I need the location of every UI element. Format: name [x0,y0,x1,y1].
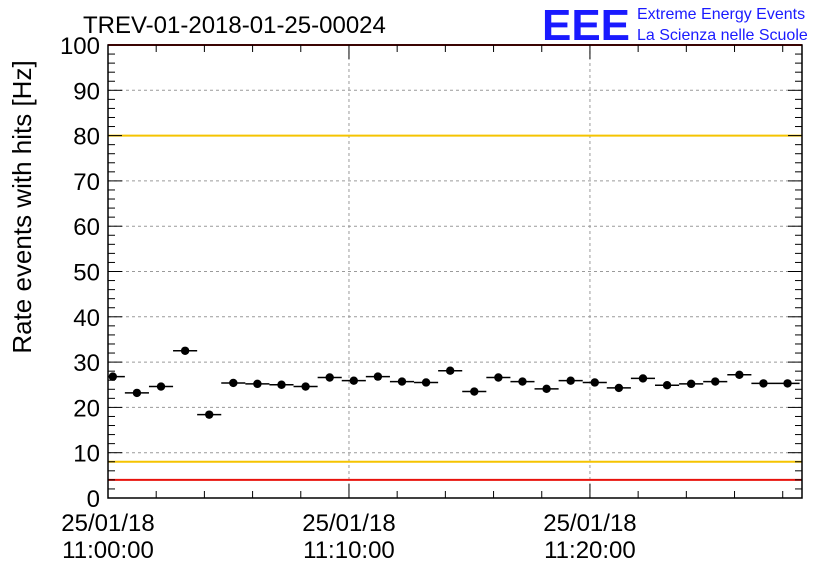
y-axis-label: Rate events with hits [Hz] [7,60,37,353]
data-point [421,378,431,387]
data-point [205,410,214,419]
y-tick-label: 60 [73,214,100,241]
data-point [494,373,503,382]
data-point [445,366,455,375]
data-point [518,377,527,386]
axes: 010203040506070809010025/01/1811:00:0025… [60,33,803,564]
data-point [662,381,672,390]
data-point [108,372,118,381]
data-point [325,373,334,382]
x-tick-label-time: 11:20:00 [544,537,636,564]
y-tick-label: 100 [60,33,100,60]
data-point [614,383,624,393]
data-point [229,378,238,388]
x-tick-label-date: 25/01/18 [302,510,395,537]
data-point [253,379,262,389]
data-point [783,379,792,388]
grid [108,45,802,498]
y-tick-label: 70 [73,169,100,196]
x-tick-label-time: 11:00:00 [62,537,154,564]
data-point [349,376,358,385]
data-point [735,370,744,379]
data-point [132,388,142,398]
y-tick-label: 90 [73,78,100,105]
data-point [566,376,575,385]
logo-line-2: La Scienza nelle Scuole [637,27,808,44]
data-point [373,372,383,381]
chart-title: TREV-01-2018-01-25-00024 [83,12,386,39]
logo-line-1: Extreme Energy Events [637,6,805,23]
y-tick-label: 40 [73,305,100,332]
data-series [108,346,800,419]
data-point [542,384,551,394]
data-point [759,379,768,388]
x-tick-label-date: 25/01/18 [543,510,636,537]
y-tick-label: 30 [73,350,100,377]
data-point [180,346,190,355]
y-tick-label: 50 [73,260,100,287]
data-point [590,378,599,387]
eee-logo: EEE Extreme Energy Events La Scienza nel… [542,1,808,50]
x-tick-label-time: 11:10:00 [303,537,395,564]
data-point [277,380,286,389]
data-point [156,382,166,391]
data-point [397,377,407,386]
data-point [301,382,310,391]
y-tick-label: 80 [73,124,100,151]
data-point [470,387,479,396]
data-point [711,377,720,386]
y-tick-label: 20 [73,395,100,422]
y-tick-label: 10 [73,441,100,468]
data-point [686,379,696,389]
y-tick-label: 0 [87,486,100,513]
x-tick-label-date: 25/01/18 [61,510,154,537]
logo-mark: EEE [542,1,630,50]
data-point [638,374,648,383]
